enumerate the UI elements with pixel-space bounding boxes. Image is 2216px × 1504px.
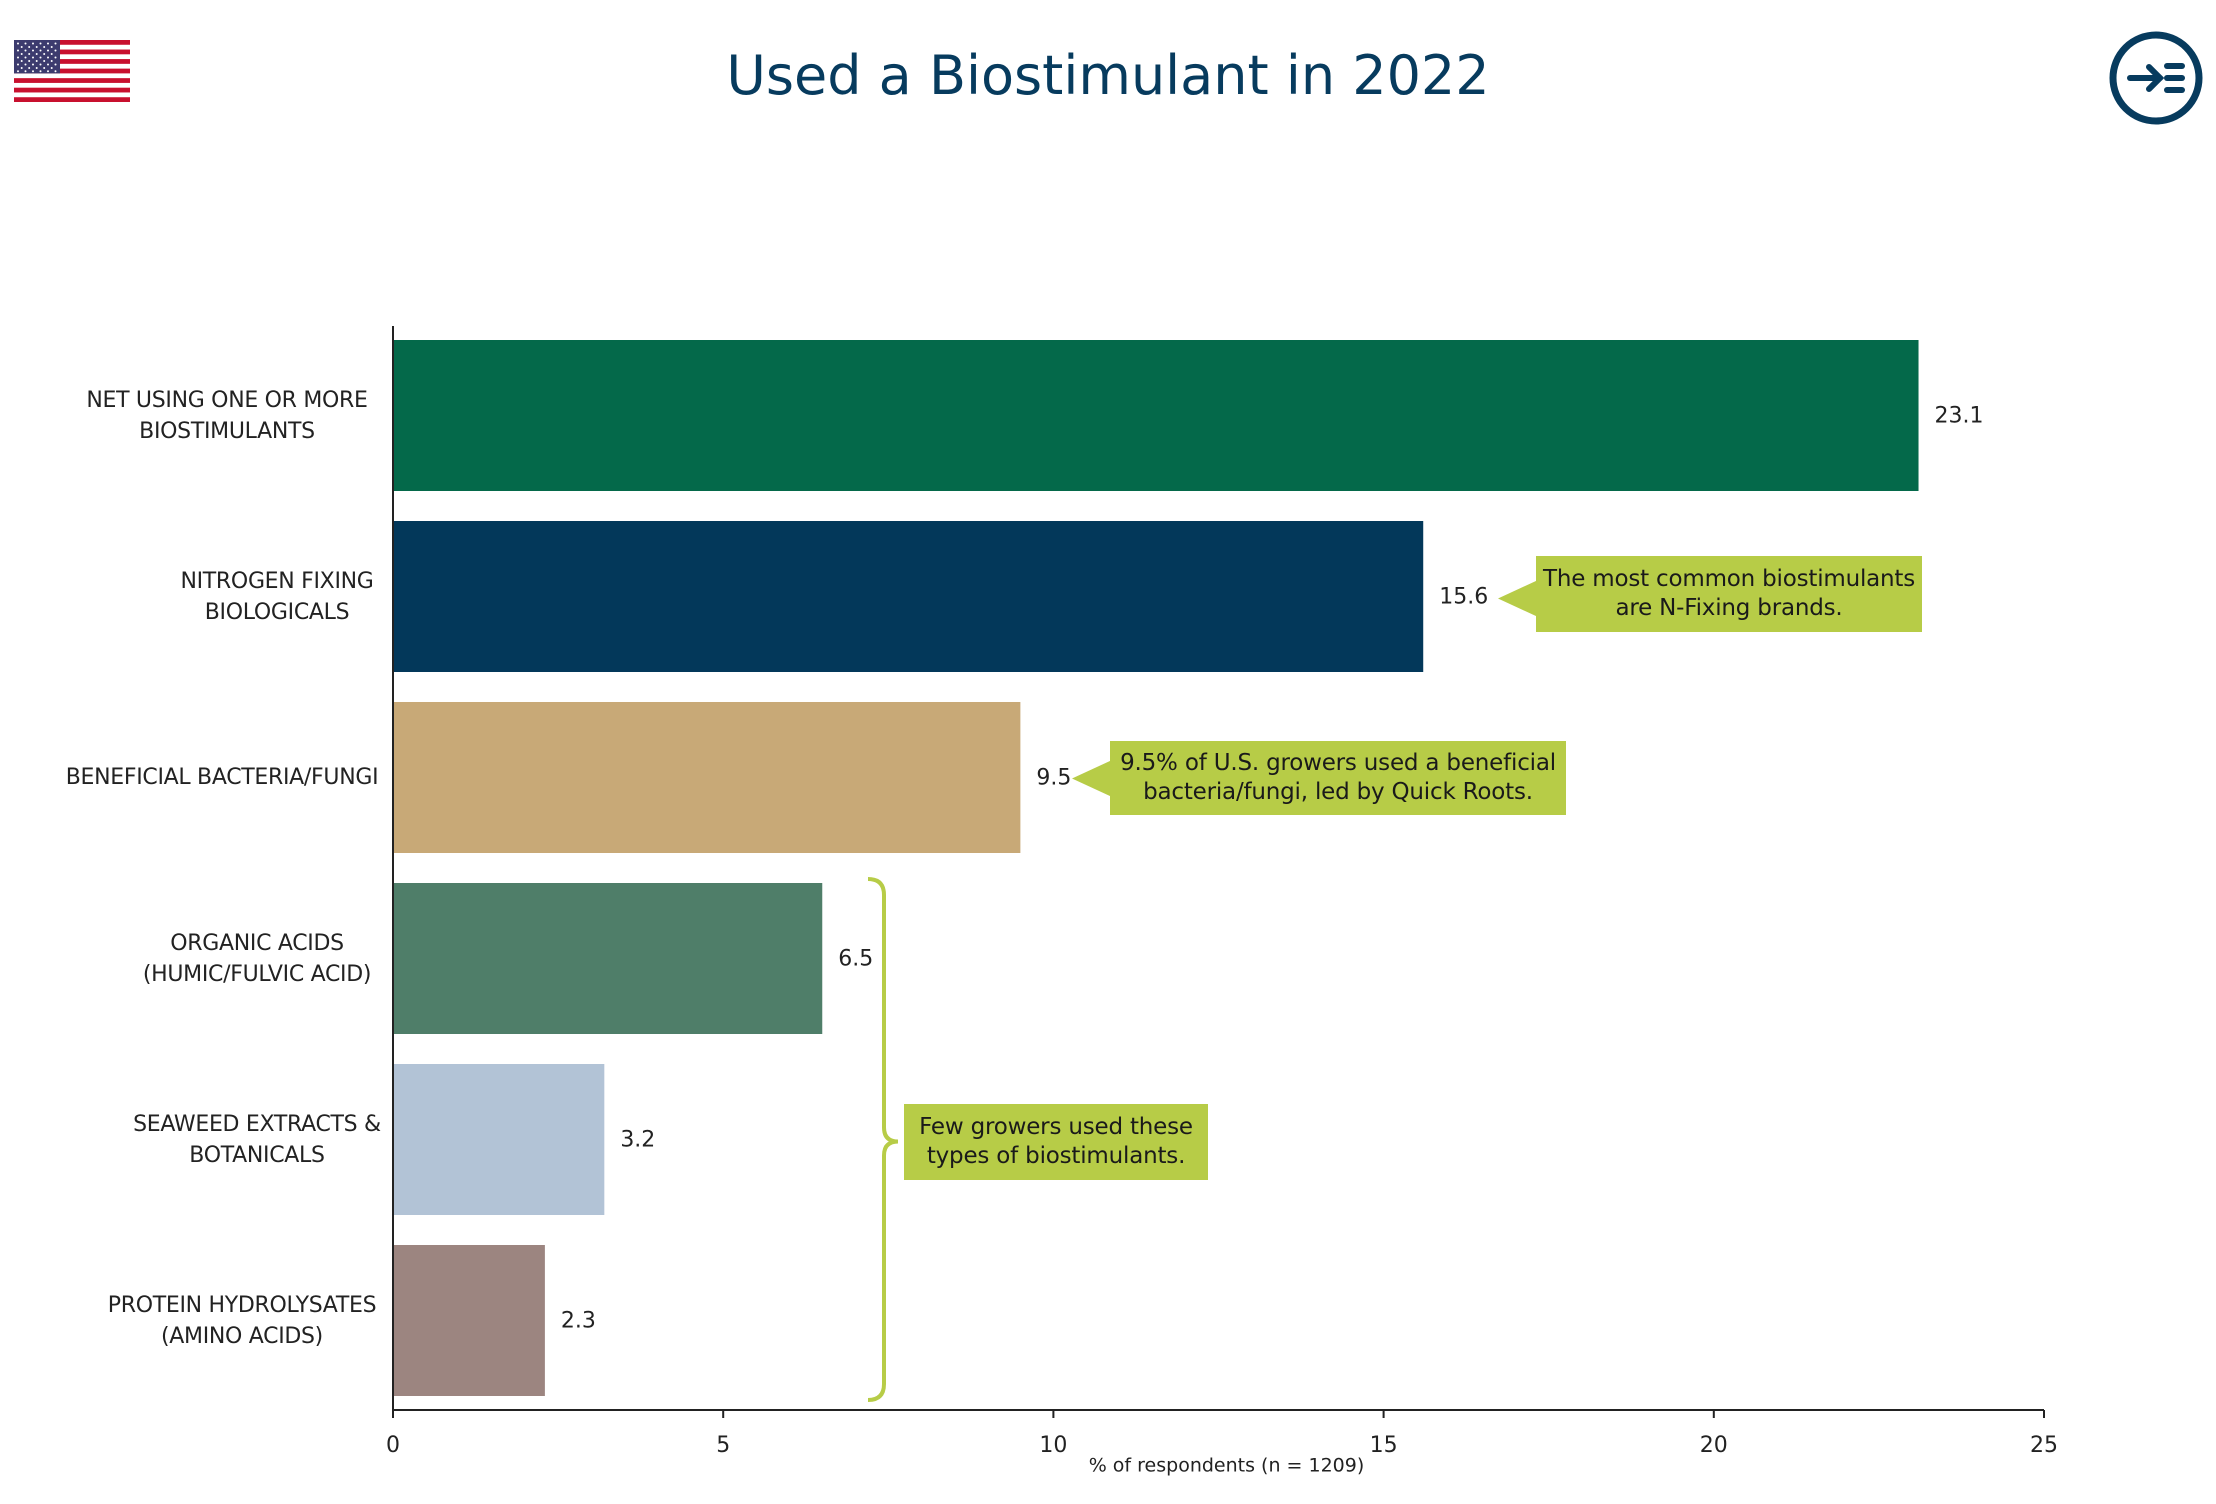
page-title: Used a Biostimulant in 2022 <box>726 44 1490 107</box>
next-section-button[interactable] <box>2108 30 2204 126</box>
callout-box: 9.5% of U.S. growers used a beneficial b… <box>1110 740 1566 815</box>
bar-value-label: 23.1 <box>1935 404 1984 429</box>
x-tick-label: 15 <box>1370 1433 1398 1458</box>
category-label: ORGANIC ACIDS (HUMIC/FULVIC ACID) <box>142 930 372 987</box>
x-tick-label: 10 <box>1039 1433 1067 1458</box>
category-label: NET USING ONE OR MORE BIOSTIMULANTS <box>86 387 368 444</box>
callout-pointer <box>1072 760 1111 797</box>
bar <box>394 521 1424 672</box>
callout-pointer <box>1498 580 1537 617</box>
x-tick-label: 0 <box>386 1433 400 1458</box>
bar-value-label: 2.3 <box>561 1309 596 1334</box>
us-flag-icon <box>14 40 130 102</box>
x-tick-label: 25 <box>2030 1433 2058 1458</box>
bar-value-label: 9.5 <box>1036 766 1071 791</box>
bar-value-label: 6.5 <box>838 947 873 972</box>
category-label: BENEFICIAL BACTERIA/FUNGI <box>65 765 379 790</box>
bracket <box>867 877 899 1402</box>
bar <box>394 702 1021 853</box>
arrow-right-list-icon <box>2127 63 2185 93</box>
category-label: NITROGEN FIXING BIOLOGICALS <box>180 568 374 625</box>
x-tick-label: 20 <box>1700 1433 1728 1458</box>
callout-box: The most common biostimulants are N-Fixi… <box>1536 555 1922 632</box>
category-label: PROTEIN HYDROLYSATES (AMINO ACIDS) <box>107 1292 377 1349</box>
category-label: SEAWEED EXTRACTS & BOTANICALS <box>133 1111 381 1168</box>
bar-value-label: 3.2 <box>620 1128 655 1153</box>
bar <box>394 883 823 1034</box>
callout-box: Few growers used these types of biostimu… <box>904 1103 1208 1180</box>
bar-value-label: 15.6 <box>1439 585 1488 610</box>
x-tick-label: 5 <box>716 1433 730 1458</box>
bar <box>394 340 1919 491</box>
x-axis-title: % of respondents (n = 1209) <box>1089 1455 1365 1477</box>
